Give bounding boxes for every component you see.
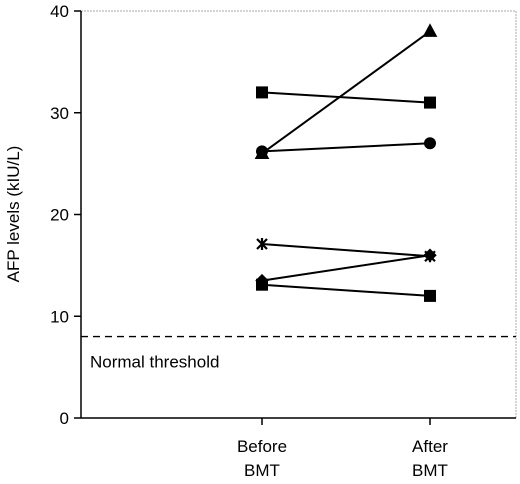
threshold-group: Normal threshold — [81, 335, 516, 372]
y-tick-label: 40 — [50, 2, 69, 21]
series-line — [261, 142, 431, 153]
data-point-square — [256, 278, 268, 291]
series-1 — [256, 86, 436, 109]
data-point-triangle — [422, 23, 438, 37]
y-tick-label: 30 — [50, 104, 69, 123]
series-line — [261, 243, 431, 258]
x-tick-label: After — [412, 437, 448, 456]
data-point-circle — [424, 137, 436, 150]
y-axis-ticks: 0 10 20 30 40 — [50, 2, 81, 428]
series-line — [261, 91, 431, 104]
data-point-square — [424, 289, 436, 302]
x-axis-ticks: Before BMT After BMT — [237, 418, 448, 480]
series-line — [261, 254, 431, 282]
data-point-square — [256, 86, 268, 99]
data-point-circle — [256, 145, 268, 158]
data-point-square — [424, 96, 436, 109]
series-group — [254, 23, 438, 302]
threshold-label: Normal threshold — [90, 353, 219, 372]
series-2 — [256, 137, 436, 158]
x-tick-label: BMT — [412, 461, 448, 480]
series-line — [261, 30, 431, 155]
x-tick-label: Before — [237, 437, 287, 456]
x-tick-label: BMT — [244, 461, 280, 480]
y-axis-title: AFP levels (kIU/L) — [4, 146, 23, 283]
series-0 — [254, 23, 438, 159]
series-5 — [256, 278, 436, 302]
series-line — [261, 283, 431, 297]
data-point-star — [256, 238, 268, 251]
y-tick-label: 10 — [50, 307, 69, 326]
data-point-diamond — [423, 248, 437, 262]
y-tick-label: 20 — [50, 206, 69, 225]
y-tick-label: 0 — [60, 409, 69, 428]
